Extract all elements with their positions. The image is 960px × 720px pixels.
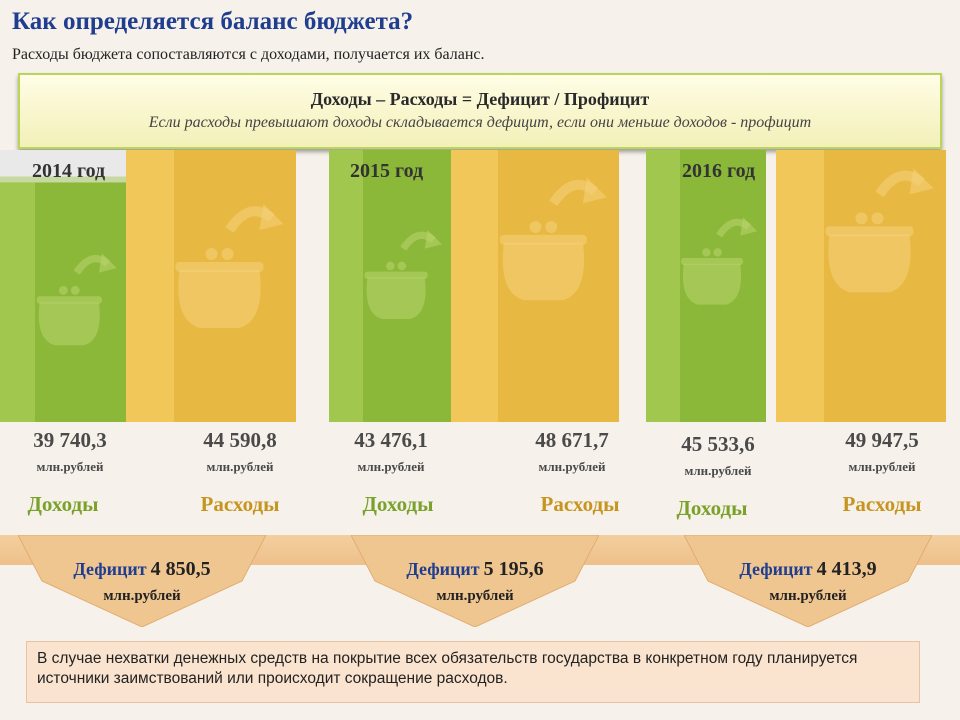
deficit-2016: Дефицит 4 413,9 (708, 558, 908, 581)
expense-unit-2014: млн.рублей (206, 459, 274, 474)
page-title: Как определяется баланс бюджета? (12, 8, 414, 35)
deficit-shape-2015 (351, 535, 599, 627)
expense-unit-2016: млн.рублей (848, 459, 916, 474)
deficit-value-2015: 5 195,6 (483, 558, 544, 580)
expense-bar-0 (126, 150, 296, 423)
note-box: В случае нехватки денежных средств на по… (26, 641, 920, 703)
income-label-2016: Доходы (676, 496, 748, 520)
income-bar-1 (329, 150, 451, 422)
expense-bar-2 (776, 150, 946, 423)
deficit-2014: Дефицит 4 850,5 (42, 558, 242, 581)
income-bar-0 (0, 150, 126, 422)
income-label-2015: Доходы (362, 492, 434, 516)
year-label-2015: 2015 год (350, 160, 424, 182)
expense-value-2016: 49 947,5 (845, 428, 919, 452)
expense-value-2014: 44 590,8 (203, 428, 277, 452)
formula-text: Доходы – Расходы = Дефицит / Профицит (310, 89, 650, 109)
budget-chart (0, 150, 946, 423)
year-label-2014: 2014 год (32, 160, 106, 182)
expense-label-2014: Расходы (200, 492, 280, 516)
deficit-shape-2014 (18, 535, 266, 627)
expense-value-2015: 48 671,7 (535, 428, 609, 452)
deficit-word-2015: Дефицит (406, 559, 480, 579)
expense-label-2015: Расходы (540, 492, 620, 516)
income-label-2014: Доходы (27, 492, 99, 516)
expense-bar-1 (451, 150, 619, 423)
income-unit-2014: млн.рублей (36, 459, 104, 474)
deficit-value-2014: 4 850,5 (150, 558, 211, 580)
income-value-2016: 45 533,6 (681, 432, 755, 456)
deficit-word-2016: Дефицит (739, 559, 813, 579)
income-value-2015: 43 476,1 (354, 428, 428, 452)
formula-note: Если расходы превышают доходы складывает… (148, 114, 812, 131)
income-bar-2 (646, 150, 766, 422)
page-subtitle: Расходы бюджета сопоставляются с доходам… (12, 46, 485, 63)
year-label-2016: 2016 год (682, 160, 756, 182)
deficit-2015: Дефицит 5 195,6 (375, 558, 575, 581)
deficit-shape-2016 (684, 535, 932, 627)
expense-label-2016: Расходы (842, 492, 922, 516)
income-unit-2015: млн.рублей (357, 459, 425, 474)
expense-unit-2015: млн.рублей (538, 459, 606, 474)
deficit-word-2014: Дефицит (73, 559, 147, 579)
deficit-unit-2015: млн.рублей (436, 588, 514, 604)
deficit-unit-2014: млн.рублей (103, 588, 181, 604)
deficit-value-2016: 4 413,9 (816, 558, 877, 580)
formula-box: Доходы – Расходы = Дефицит / Профицит Ес… (18, 73, 942, 149)
deficit-unit-2016: млн.рублей (769, 588, 847, 604)
income-value-2014: 39 740,3 (33, 428, 107, 452)
income-unit-2016: млн.рублей (684, 463, 752, 478)
